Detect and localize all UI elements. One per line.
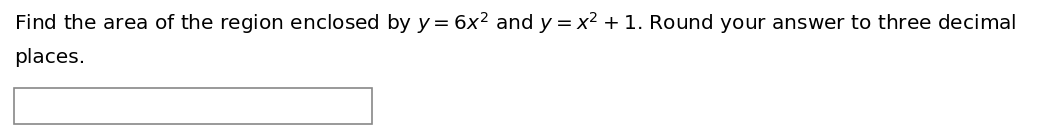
Text: places.: places. <box>14 48 85 67</box>
FancyBboxPatch shape <box>14 88 372 124</box>
Text: Find the area of the region enclosed by $y = 6x^2$ and $y = x^2 + 1$. Round your: Find the area of the region enclosed by … <box>14 10 1016 36</box>
